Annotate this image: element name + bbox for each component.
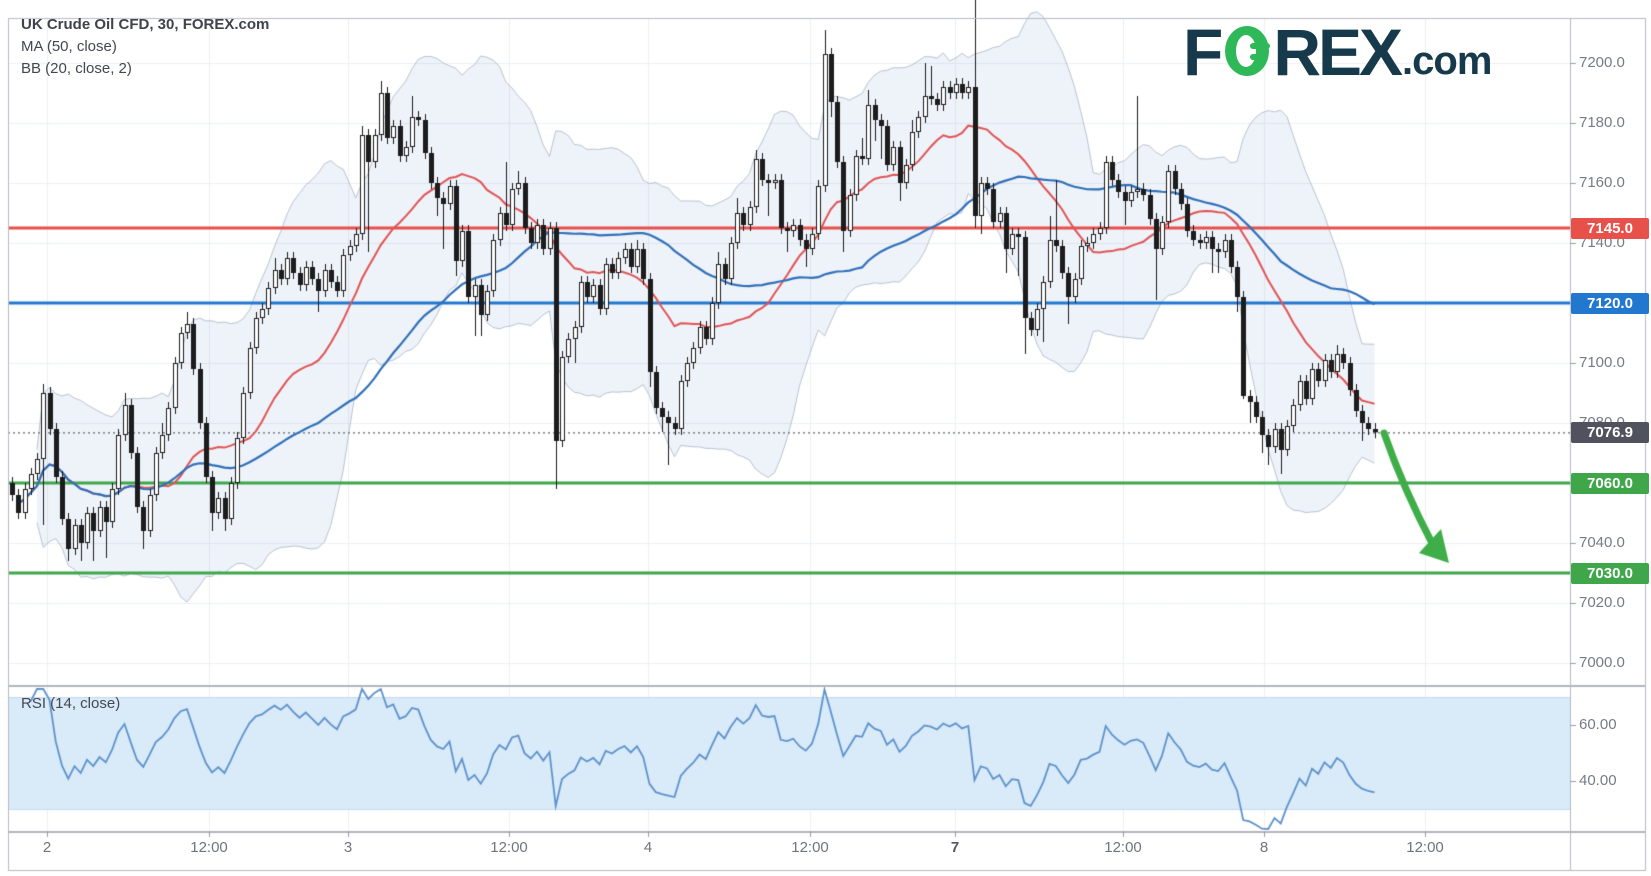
price-tick-label: 7200.0	[1579, 54, 1625, 71]
forex-logo: F REX .com	[1183, 15, 1492, 89]
time-axis-label: 7	[950, 839, 960, 856]
price-tick-label: 7100.0	[1579, 354, 1625, 371]
rsi-tick-label: 60.00	[1579, 716, 1617, 733]
time-axis-label: 12:00	[1104, 839, 1142, 856]
legend-ma[interactable]: MA (50, close)	[21, 38, 117, 55]
time-axis[interactable]	[8, 832, 1570, 870]
logo-letter-f: F	[1183, 15, 1223, 89]
time-axis-label: 12:00	[190, 839, 228, 856]
symbol-title[interactable]: UK Crude Oil CFD, 30, FOREX.com	[21, 16, 270, 33]
time-axis-label: 4	[643, 839, 653, 856]
price-tick-label: 7160.0	[1579, 174, 1625, 191]
legend-bb[interactable]: BB (20, close, 2)	[21, 60, 132, 77]
logo-globe-o-icon	[1225, 26, 1271, 76]
price-tick-label: 7000.0	[1579, 654, 1625, 671]
time-axis-label: 8	[1259, 839, 1269, 856]
price-level-label[interactable]: 7060.0	[1571, 472, 1649, 494]
price-level-label[interactable]: 7145.0	[1571, 217, 1649, 239]
logo-dot-com: .com	[1402, 39, 1492, 83]
price-tick-label: 7020.0	[1579, 594, 1625, 611]
last-price-label: 7076.9	[1571, 421, 1649, 443]
time-axis-label: 12:00	[791, 839, 829, 856]
time-axis-label: 12:00	[1406, 839, 1444, 856]
chart-legend: UK Crude Oil CFD, 30, FOREX.com MA (50, …	[21, 14, 269, 80]
price-tick-label: 7040.0	[1579, 534, 1625, 551]
price-level-label[interactable]: 7030.0	[1571, 562, 1649, 584]
price-level-label[interactable]: 7120.0	[1571, 292, 1649, 314]
time-axis-label: 2	[42, 839, 52, 856]
price-axis[interactable]	[1570, 18, 1651, 832]
rsi-legend[interactable]: RSI (14, close)	[21, 695, 121, 712]
time-axis-label: 12:00	[490, 839, 528, 856]
price-tick-label: 7180.0	[1579, 114, 1625, 131]
time-axis-label: 3	[343, 839, 353, 856]
logo-letters-rex: REX	[1273, 15, 1403, 89]
rsi-tick-label: 40.00	[1579, 772, 1617, 789]
